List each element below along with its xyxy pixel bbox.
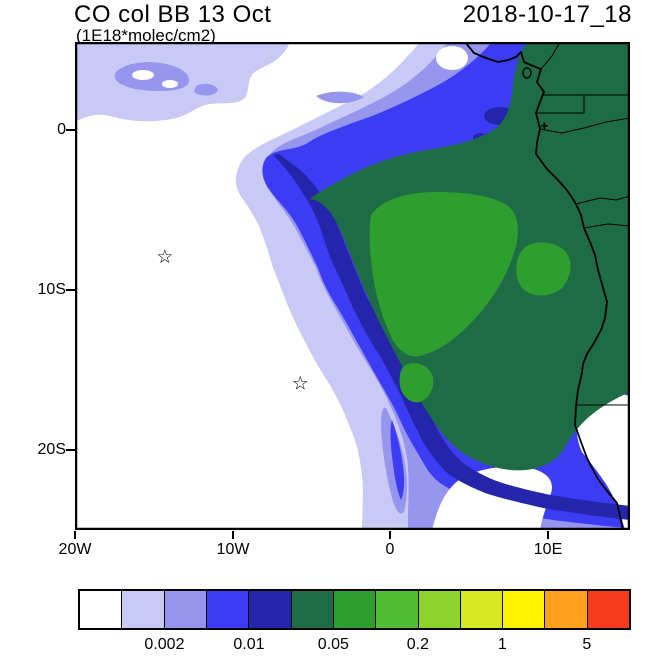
plot-datetime: 2018-10-17_18	[462, 1, 632, 28]
colorbar-cell	[291, 591, 334, 628]
y-axis-tick	[66, 289, 75, 291]
y-tick-label-10s: 10S	[37, 281, 66, 298]
x-tick-label-10e: 10E	[533, 541, 563, 558]
y-tick-label-0: 0	[57, 121, 66, 138]
y-tick-label-20s: 20S	[37, 441, 66, 458]
colorbar-cell	[164, 591, 207, 628]
country-border	[535, 95, 585, 114]
contour-region-nw-periwinkle-small	[194, 83, 218, 96]
colorbar-tick-label: 0.01	[233, 636, 265, 653]
plot-units-subtitle: (1E18*molec/cm2)	[76, 26, 216, 45]
contour-region-green-max-main	[369, 192, 518, 357]
colorbar-tick-label: 0.002	[144, 636, 185, 653]
contour-streak-periwinkle-2	[411, 467, 425, 517]
plot-title: CO col BB 13 Oct	[74, 1, 272, 28]
contour-region-south-white-wedge	[432, 466, 552, 530]
colorbar-cell	[376, 591, 419, 628]
colorbar-cell	[80, 591, 123, 628]
colorbar-cell	[418, 591, 461, 628]
x-axis-tick	[389, 531, 391, 539]
contour-band-darkblue	[274, 153, 630, 521]
colorbar-cell	[460, 591, 504, 628]
star-marker: ☆	[292, 373, 309, 394]
colorbar-cell	[122, 591, 165, 628]
colorbar-cell	[545, 591, 588, 628]
colorbar-cell	[333, 591, 377, 628]
colorbar-cell	[503, 591, 546, 628]
contour-streak-blue	[390, 420, 405, 500]
colorbar-tick-label: 0.05	[317, 636, 349, 653]
plus-marker: +	[540, 118, 548, 134]
x-axis-tick	[232, 531, 234, 539]
colorbar-tick-label: 0.2	[406, 636, 429, 653]
x-tick-label-10w: 10W	[216, 541, 250, 558]
contour-region-se-land-low	[576, 391, 630, 530]
coastline-africa	[464, 42, 624, 530]
colorbar-cell	[587, 591, 630, 628]
contour-hole-white	[132, 70, 154, 80]
contour-region-green-max-east	[516, 242, 571, 296]
y-axis-tick	[66, 449, 75, 451]
colorbar-cell	[206, 591, 250, 628]
colorbar-tick-label: 1	[497, 636, 507, 653]
contour-hole-white-ne	[436, 46, 468, 70]
plot-frame	[75, 42, 630, 530]
star-marker: ☆	[156, 247, 173, 268]
x-axis-tick	[547, 531, 549, 539]
x-tick-label-0: 0	[385, 541, 395, 558]
contour-region-dash	[316, 91, 364, 104]
colorbar	[78, 589, 631, 630]
markers-layer: ☆ ☆ +	[156, 118, 548, 395]
contour-hole-white	[162, 80, 178, 88]
country-border	[583, 223, 630, 229]
island-outline	[522, 67, 532, 79]
x-tick-label-20w: 20W	[58, 541, 92, 558]
colorbar-cell	[249, 591, 292, 628]
country-border	[539, 117, 630, 134]
country-border	[575, 195, 630, 205]
y-axis-tick	[66, 129, 75, 131]
x-axis-tick	[74, 531, 76, 539]
country-border	[540, 42, 561, 70]
contour-region-green-max-south	[399, 363, 434, 403]
colorbar-tick-label: 5	[582, 636, 592, 653]
map-canvas: ☆ ☆ +	[75, 42, 630, 530]
